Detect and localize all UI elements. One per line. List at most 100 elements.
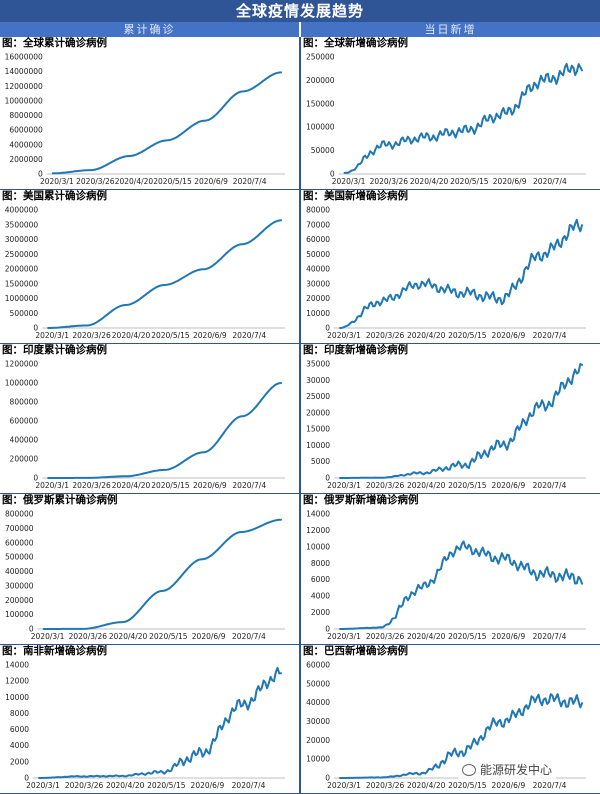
x-tick-label: 2020/3/1 bbox=[26, 781, 60, 790]
series-line-russia-new bbox=[339, 540, 583, 630]
y-tick-label: 10000 bbox=[5, 693, 29, 702]
y-tick-label: 250000 bbox=[306, 53, 335, 62]
chart-title: 图：印度新增确诊病例 bbox=[303, 344, 408, 356]
chart-panel-russia-new: 图：俄罗斯新增确诊病例 0 2000 4000 6000 8000 10000 12000 14… bbox=[301, 494, 600, 645]
panel-divider bbox=[301, 343, 600, 344]
y-tick-label: 60000 bbox=[306, 661, 330, 670]
x-tick-label: 2020/3/1 bbox=[327, 481, 361, 490]
chart-india-new: 0 5000 10000 15000 20000 25000 30000 35000 2020/… bbox=[306, 360, 586, 490]
y-tick-label: 25000 bbox=[306, 392, 330, 401]
x-tick-label: 2020/3/26 bbox=[72, 331, 111, 340]
watermark-text: 能源研发中心 bbox=[480, 763, 553, 777]
daily-new-column-header: 当日新增 bbox=[301, 22, 600, 37]
y-tick-label: 4000000 bbox=[9, 140, 43, 149]
x-tick-label: 2020/5/15 bbox=[147, 781, 186, 790]
x-tick-label: 2020/6/9 bbox=[492, 331, 526, 340]
chart-panel-global-new: 图：全球新增确诊病例 0 50000 100000 150000 200000 250000… bbox=[301, 37, 600, 190]
x-tick-label: 2020/5/15 bbox=[448, 481, 487, 490]
series-line-india-new bbox=[339, 363, 583, 479]
x-tick-label: 2020/3/26 bbox=[76, 177, 115, 186]
x-tick-label: 2020/7/4 bbox=[533, 481, 567, 490]
x-tick-label: 2020/3/1 bbox=[327, 331, 361, 340]
chart-panel-sa-new: 图：南非新增确诊病例 0 2000 4000 6000 8000 10000 12000 140… bbox=[0, 645, 299, 794]
x-tick-label: 2020/5/15 bbox=[448, 781, 487, 790]
x-tick-label: 2020/5/15 bbox=[448, 331, 487, 340]
series-line-global-cum bbox=[51, 71, 282, 175]
y-tick-label: 800000 bbox=[5, 510, 34, 519]
y-tick-label: 500000 bbox=[10, 309, 39, 318]
x-tick-label: 2020/6/9 bbox=[492, 781, 526, 790]
y-tick-label: 400000 bbox=[5, 567, 34, 576]
chart-title: 图：美国新增确诊病例 bbox=[303, 190, 408, 202]
x-tick-label: 2020/5/15 bbox=[153, 177, 192, 186]
y-tick-label: 100000 bbox=[306, 123, 335, 132]
panel-divider bbox=[0, 189, 299, 190]
y-tick-label: 5000 bbox=[311, 457, 330, 466]
x-tick-label: 2020/7/4 bbox=[533, 781, 567, 790]
y-tick-label: 200000 bbox=[5, 596, 34, 605]
series-line-us-new bbox=[339, 218, 583, 329]
series-line-global-new bbox=[343, 62, 583, 174]
chart-us-new: 0 10000 20000 30000 40000 50000 60000 70000 8000… bbox=[306, 206, 586, 340]
y-tick-label: 0 bbox=[29, 625, 34, 634]
y-tick-label: 0 bbox=[33, 474, 38, 483]
x-tick-label: 2020/3/26 bbox=[366, 632, 405, 641]
x-tick-label: 2020/3/26 bbox=[366, 331, 405, 340]
x-tick-label: 2020/3/26 bbox=[69, 632, 108, 641]
y-tick-label: 2000000 bbox=[5, 265, 39, 274]
y-tick-label: 2000 bbox=[10, 757, 29, 766]
panel-divider bbox=[0, 343, 299, 344]
y-tick-label: 6000 bbox=[10, 725, 29, 734]
y-tick-label: 1000000 bbox=[5, 379, 39, 388]
x-tick-label: 2020/4/20 bbox=[112, 331, 151, 340]
x-tick-label: 2020/4/20 bbox=[407, 331, 446, 340]
chart-sa-new: 0 2000 4000 6000 8000 10000 12000 14000 2020/3/1… bbox=[5, 661, 285, 790]
x-tick-label: 2020/6/9 bbox=[193, 331, 227, 340]
x-tick-label: 2020/5/15 bbox=[149, 632, 188, 641]
x-tick-label: 2020/6/9 bbox=[192, 632, 226, 641]
y-tick-label: 14000 bbox=[5, 661, 29, 670]
series-line-russia-cum bbox=[42, 518, 282, 630]
panel-divider bbox=[0, 644, 299, 645]
y-tick-label: 70000 bbox=[306, 220, 330, 229]
panel-divider bbox=[301, 189, 600, 190]
y-tick-label: 2500000 bbox=[5, 250, 39, 259]
chart-panel-india-cum: 图：印度累计确诊病例 0 200000 400000 600000 800000 10000… bbox=[0, 344, 299, 494]
x-tick-label: 2020/7/4 bbox=[232, 632, 266, 641]
x-tick-label: 2020/3/26 bbox=[65, 781, 104, 790]
x-tick-label: 2020/5/15 bbox=[448, 632, 487, 641]
y-tick-label: 600000 bbox=[5, 538, 34, 547]
y-tick-label: 800000 bbox=[10, 398, 39, 407]
series-line-brazil-new bbox=[339, 693, 583, 779]
chart-panel-global-cum: 图：全球累计确诊病例 0 2000000 4000000 6000000 8000000 1… bbox=[0, 37, 299, 190]
column-divider bbox=[299, 37, 301, 794]
x-tick-label: 2020/7/4 bbox=[232, 481, 266, 490]
y-tick-label: 20000 bbox=[306, 736, 330, 745]
x-tick-label: 2020/3/26 bbox=[370, 177, 409, 186]
y-tick-label: 10000 bbox=[306, 441, 330, 450]
x-tick-label: 2020/3/26 bbox=[366, 781, 405, 790]
cumulative-column-header: 累计确诊 bbox=[0, 22, 299, 37]
y-tick-label: 30000 bbox=[306, 376, 330, 385]
watermark: 能源研发中心 bbox=[458, 760, 557, 779]
y-tick-label: 10000 bbox=[306, 542, 330, 551]
chart-title: 图：印度累计确诊病例 bbox=[2, 344, 107, 356]
x-tick-label: 2020/4/20 bbox=[109, 632, 148, 641]
chart-russia-cum: 0 100000 200000 300000 400000 500000 600000 700… bbox=[5, 510, 285, 641]
y-tick-label: 4000 bbox=[311, 592, 330, 601]
wechat-icon bbox=[462, 764, 476, 776]
y-tick-label: 8000 bbox=[10, 709, 29, 718]
y-tick-label: 6000000 bbox=[9, 126, 43, 135]
x-tick-label: 2020/3/1 bbox=[332, 177, 366, 186]
y-tick-label: 0 bbox=[38, 170, 43, 179]
x-tick-label: 2020/4/20 bbox=[106, 781, 145, 790]
y-tick-label: 50000 bbox=[306, 250, 330, 259]
y-tick-label: 700000 bbox=[5, 524, 34, 533]
chart-title: 图：全球累计确诊病例 bbox=[2, 37, 107, 49]
y-tick-label: 2000 bbox=[311, 608, 330, 617]
series-line-us-cum bbox=[47, 219, 282, 329]
x-tick-label: 2020/5/15 bbox=[450, 177, 489, 186]
chart-title: 图：俄罗斯累计确诊病例 bbox=[2, 494, 118, 506]
y-tick-label: 40000 bbox=[306, 698, 330, 707]
x-tick-label: 2020/4/20 bbox=[407, 481, 446, 490]
